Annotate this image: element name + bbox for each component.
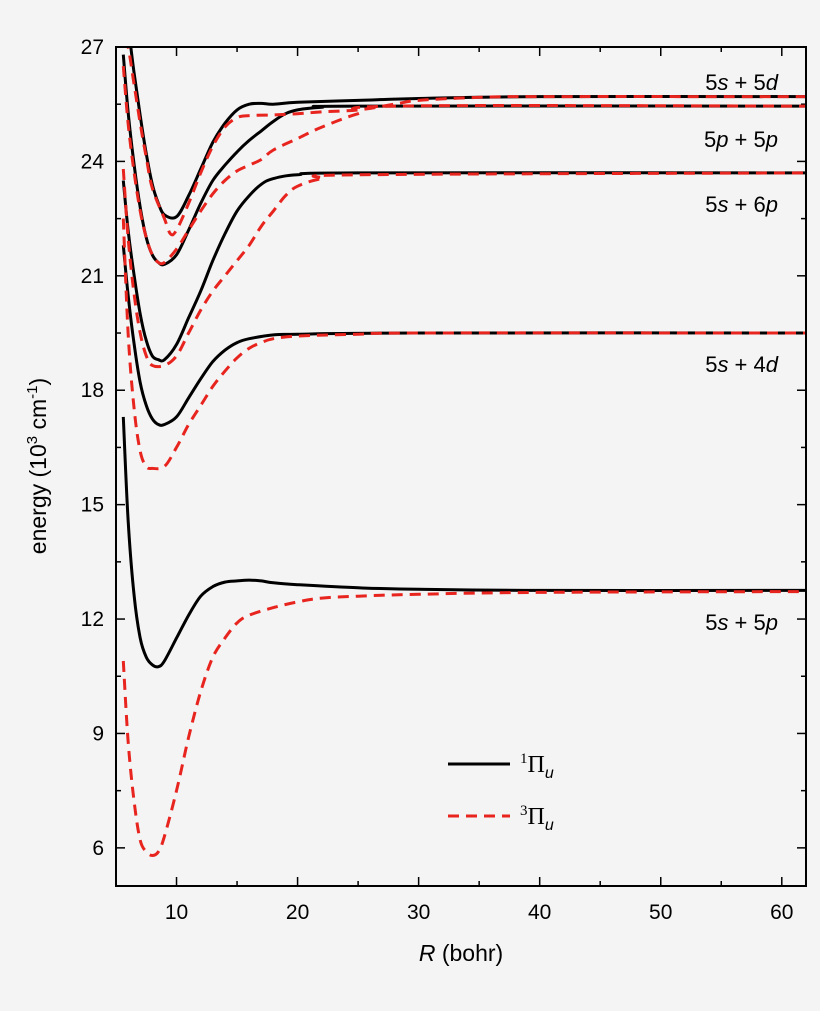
triplet-curve (121, 218, 806, 471)
y-tick-label: 18 (81, 379, 104, 402)
triplet-curve (126, 47, 806, 237)
y-tick-label: 15 (81, 494, 104, 517)
plot-frame (115, 46, 807, 887)
y-tick-label: 24 (81, 150, 105, 173)
legend: 1Πu 3Πu (448, 751, 554, 834)
x-tick-label: 50 (649, 901, 672, 924)
asymptote-label: 5s + 5p (705, 610, 778, 635)
singlet-curve (121, 171, 806, 363)
triplet-curve (121, 168, 806, 369)
legend-label-singlet: 1Πu (520, 751, 554, 782)
triplet-curve (121, 590, 806, 857)
asymptote-label: 5s + 6p (705, 192, 778, 217)
series-layer (121, 47, 806, 857)
singlet-curve (121, 416, 806, 669)
x-tick-label: 10 (165, 901, 188, 924)
y-tick-label: 6 (92, 837, 104, 860)
x-axis-title: R (bohr) (419, 940, 503, 966)
x-tick-label: 40 (528, 901, 551, 924)
triplet-curve (121, 65, 806, 266)
label-layer: 10 20 30 40 50 60 6 9 12 15 18 21 24 27 5s + 5d 5p + 5p… (81, 36, 794, 924)
singlet-curve (121, 245, 806, 427)
y-tick-label: 21 (81, 265, 104, 288)
x-tick-label: 60 (770, 901, 793, 924)
y-axis-title: energy (103 cm-1) (24, 378, 51, 554)
x-tick-label: 30 (407, 901, 430, 924)
x-tick-label: 20 (286, 901, 309, 924)
asymptote-label: 5s + 5d (705, 70, 779, 95)
asymptote-label: 5p + 5p (704, 127, 778, 152)
asymptote-label: 5s + 4d (705, 352, 779, 377)
y-tick-label: 12 (81, 608, 104, 631)
legend-label-triplet: 3Πu (520, 803, 554, 834)
y-tick-label: 27 (81, 36, 104, 59)
y-tick-label: 9 (92, 722, 104, 745)
